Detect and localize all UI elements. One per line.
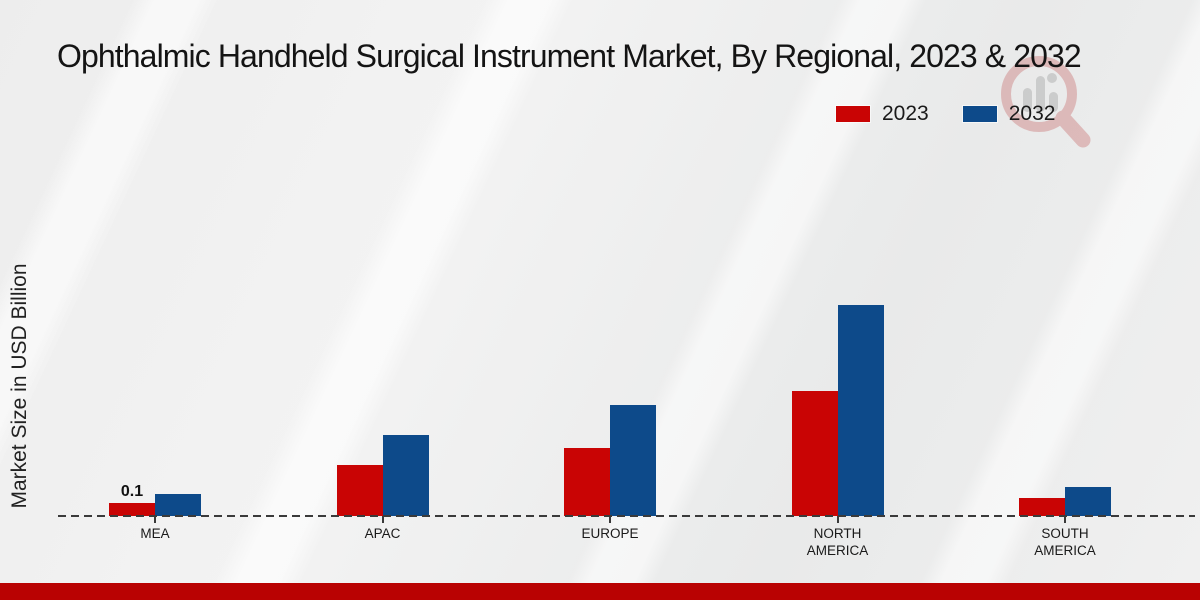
bar-2023-mea (109, 503, 155, 516)
category-label-apac: APAC (364, 526, 401, 541)
bar-2023-europe (564, 448, 610, 516)
category-label-mea: MEA (140, 526, 170, 541)
page-title: Ophthalmic Handheld Surgical Instrument … (57, 38, 1082, 74)
bar-2023-apac (336, 465, 383, 516)
bar-2032-south-america (1065, 487, 1111, 516)
bar-2032-europe (610, 405, 656, 516)
magnifier-bar-chart-icon (1001, 56, 1091, 148)
legend-swatch-2023 (836, 106, 870, 122)
category-label-north-america: NORTH AMERICA (806, 526, 869, 558)
category-label-europe: EUROPE (581, 526, 639, 541)
bottom-accent-bar (0, 583, 1200, 600)
bar-2032-mea (155, 494, 201, 516)
bar-2032-apac (382, 435, 429, 516)
value-label-2023-mea: 0.1 (120, 483, 144, 500)
legend-item-2032: 2032 (962, 102, 1056, 126)
bar-2023-south-america (1019, 498, 1065, 516)
legend: 2023 2032 (836, 102, 1055, 126)
category-tick-south-america (1064, 516, 1066, 523)
category-tick-apac (381, 516, 384, 523)
legend-label-2032: 2032 (1008, 102, 1056, 125)
legend-item-2023: 2023 (836, 102, 929, 126)
legend-label-2023: 2023 (882, 102, 929, 125)
bar-2023-north-america (791, 391, 838, 516)
x-axis-dashed-baseline (58, 515, 1195, 517)
legend-swatch-2032 (962, 106, 997, 122)
category-label-south-america: SOUTH AMERICA (1034, 526, 1096, 558)
bar-2032-north-america (837, 305, 884, 516)
category-tick-north-america (836, 516, 839, 523)
category-tick-europe (609, 516, 611, 523)
category-tick-mea (154, 516, 156, 523)
mrfr-watermark-logo (1001, 56, 1091, 148)
